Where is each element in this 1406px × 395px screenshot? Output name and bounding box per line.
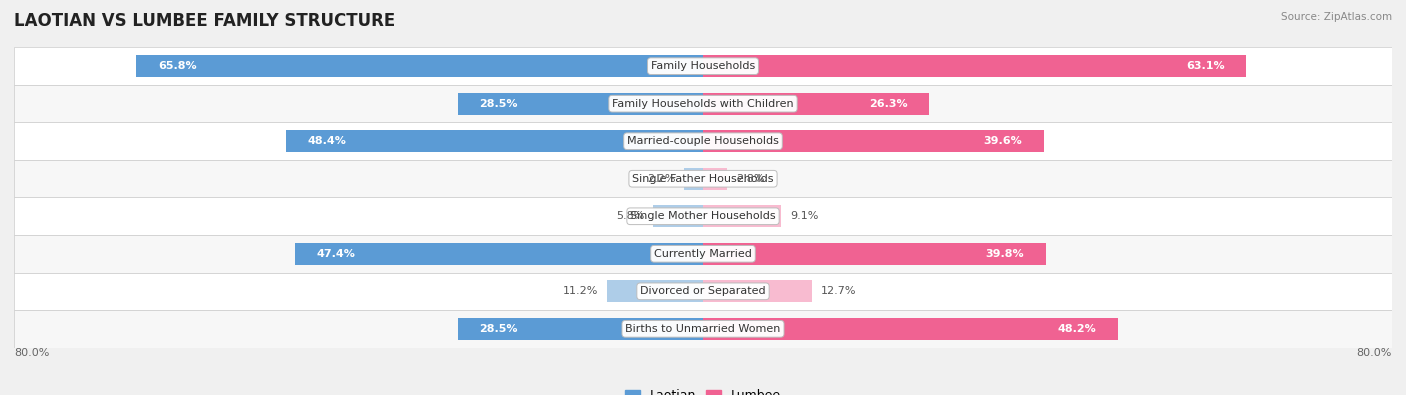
Bar <box>287 130 703 152</box>
Bar <box>14 85 1392 122</box>
Text: 2.8%: 2.8% <box>735 174 765 184</box>
Text: 28.5%: 28.5% <box>479 324 517 334</box>
Text: Source: ZipAtlas.com: Source: ZipAtlas.com <box>1281 12 1392 22</box>
Text: Single Mother Households: Single Mother Households <box>630 211 776 221</box>
Bar <box>295 243 703 265</box>
Text: 28.5%: 28.5% <box>479 99 517 109</box>
Text: 65.8%: 65.8% <box>157 61 197 71</box>
Bar <box>136 55 703 77</box>
Bar <box>14 310 1392 348</box>
Text: 48.4%: 48.4% <box>308 136 347 146</box>
Bar <box>685 168 703 190</box>
Text: 9.1%: 9.1% <box>790 211 818 221</box>
Text: Births to Unmarried Women: Births to Unmarried Women <box>626 324 780 334</box>
Bar <box>703 205 782 227</box>
Text: 12.7%: 12.7% <box>821 286 856 296</box>
Bar <box>14 235 1392 273</box>
Text: 63.1%: 63.1% <box>1187 61 1225 71</box>
Text: Family Households: Family Households <box>651 61 755 71</box>
Text: 26.3%: 26.3% <box>869 99 908 109</box>
Bar <box>703 55 1246 77</box>
Text: 47.4%: 47.4% <box>316 249 356 259</box>
Text: 5.8%: 5.8% <box>616 211 644 221</box>
Bar <box>703 318 1118 340</box>
Bar <box>606 280 703 302</box>
Text: Family Households with Children: Family Households with Children <box>612 99 794 109</box>
Bar <box>457 318 703 340</box>
Text: Married-couple Households: Married-couple Households <box>627 136 779 146</box>
Bar <box>14 198 1392 235</box>
Text: 11.2%: 11.2% <box>562 286 598 296</box>
Bar <box>703 93 929 115</box>
Bar <box>652 205 703 227</box>
Text: 39.6%: 39.6% <box>984 136 1022 146</box>
Bar <box>457 93 703 115</box>
Text: Divorced or Separated: Divorced or Separated <box>640 286 766 296</box>
Text: 48.2%: 48.2% <box>1057 324 1097 334</box>
Text: Currently Married: Currently Married <box>654 249 752 259</box>
Bar <box>703 280 813 302</box>
Text: 2.2%: 2.2% <box>647 174 675 184</box>
Text: 39.8%: 39.8% <box>986 249 1024 259</box>
Bar <box>14 273 1392 310</box>
Legend: Laotian, Lumbee: Laotian, Lumbee <box>620 384 786 395</box>
Text: Single Father Households: Single Father Households <box>633 174 773 184</box>
Bar <box>703 243 1046 265</box>
Text: LAOTIAN VS LUMBEE FAMILY STRUCTURE: LAOTIAN VS LUMBEE FAMILY STRUCTURE <box>14 12 395 30</box>
Bar <box>14 160 1392 198</box>
Bar <box>14 122 1392 160</box>
Bar <box>14 47 1392 85</box>
Text: 80.0%: 80.0% <box>1357 348 1392 357</box>
Bar <box>703 130 1045 152</box>
Bar <box>703 168 727 190</box>
Text: 80.0%: 80.0% <box>14 348 49 357</box>
